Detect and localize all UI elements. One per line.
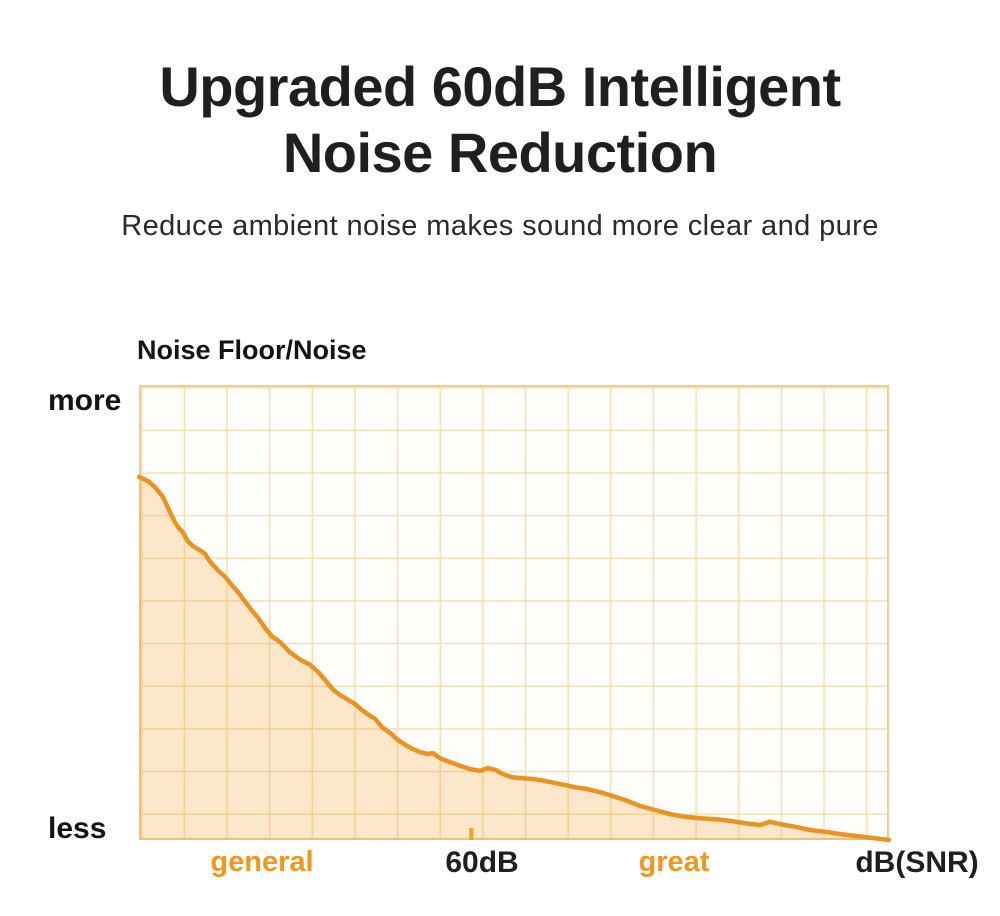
y-axis-title: Noise Floor/Noise: [137, 335, 367, 365]
page-subtitle: Reduce ambient noise makes sound more cl…: [121, 210, 879, 242]
noise-curve-line: [136, 474, 892, 843]
page-title: Upgraded 60dB Intelligent Noise Reduction: [0, 54, 1000, 186]
x-axis-label-60db: 60dB: [445, 846, 519, 879]
x-axis-labels: general 60dB great dB(SNR): [0, 846, 1000, 886]
y-axis-label-more: more: [48, 384, 122, 417]
x-axis-label-unit: dB(SNR): [855, 846, 979, 879]
x-axis-label-general: general: [210, 846, 314, 878]
noise-chart-plot-area: [136, 385, 892, 843]
x-axis-label-great: great: [638, 846, 710, 878]
noise-curve-svg: [136, 474, 892, 843]
title-line-2: Noise Reduction: [282, 121, 718, 184]
title-line-1: Upgraded 60dB Intelligent: [159, 55, 841, 118]
noise-curve-area-fill: [139, 476, 889, 840]
y-axis-label-less: less: [48, 812, 107, 845]
